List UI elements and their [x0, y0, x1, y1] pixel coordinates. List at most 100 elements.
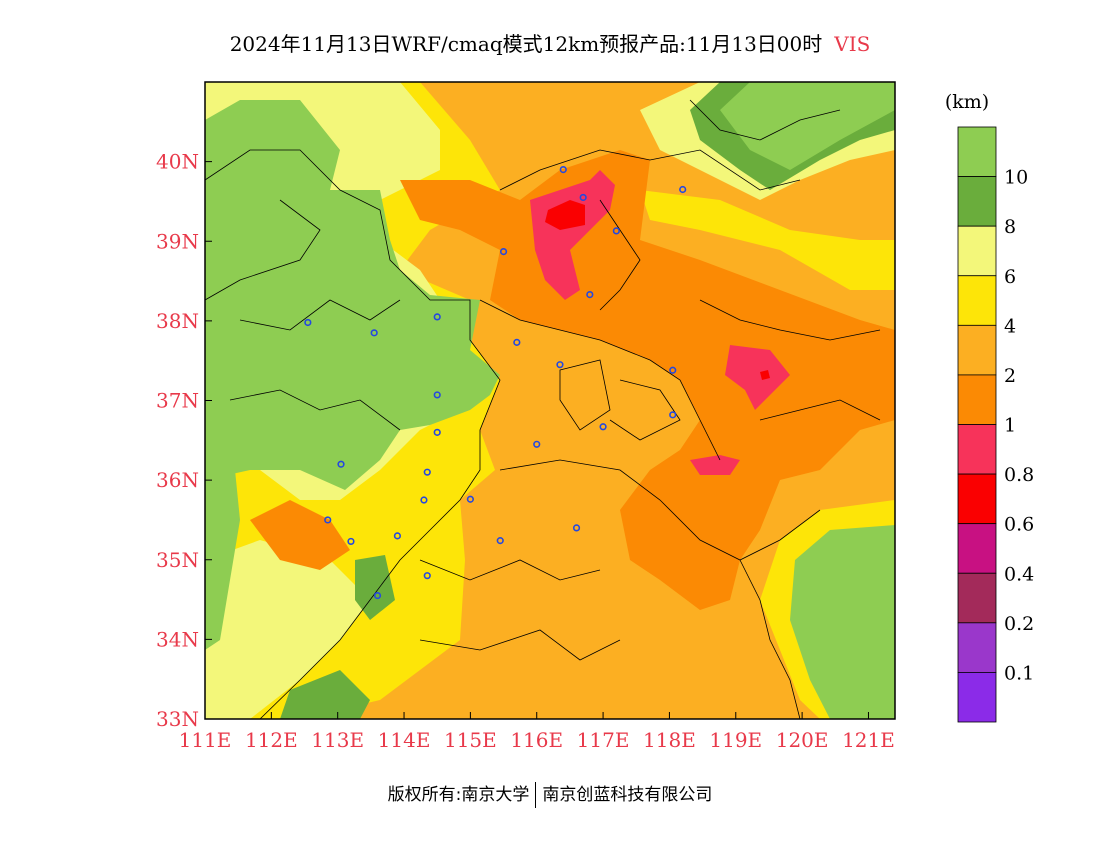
- legend-swatch: [957, 523, 997, 574]
- coastline-bohai: [699, 299, 881, 341]
- field-0.8-1km-north: [530, 170, 615, 300]
- field-8-10km-south: [280, 670, 370, 719]
- lon-tick-label: 115E: [444, 728, 497, 752]
- city-marker-icon: [599, 423, 607, 431]
- lat-tick-label: 40N: [156, 150, 199, 174]
- city-marker-icon: [337, 460, 345, 468]
- lon-tick-label: 120E: [776, 728, 829, 752]
- footer-divider: [535, 782, 537, 808]
- field-4-6km-coast: [640, 190, 895, 290]
- legend-swatch: [957, 176, 997, 227]
- color-legend: 10 8 6 4 2 1 0.8 0.6 0.4 0.2 0.1: [957, 126, 1034, 723]
- field-0.8-1km-east: [725, 345, 790, 410]
- city-marker-icon: [393, 532, 402, 540]
- visibility-field: [205, 82, 895, 719]
- city-marker-icon: [679, 185, 687, 194]
- lat-tick-label: 35N: [156, 548, 199, 572]
- lat-tick-label: 34N: [156, 627, 199, 651]
- coastline-east: [739, 559, 801, 719]
- county-boundary-3: [229, 389, 401, 431]
- legend-label: 2: [1004, 365, 1016, 387]
- field-0.6-0.8km-east-core: [760, 370, 770, 380]
- legend-label: 0.6: [1004, 514, 1034, 536]
- city-marker-icon: [347, 537, 355, 546]
- legend-swatch: [957, 126, 997, 177]
- legend-swatch: [957, 324, 997, 376]
- legend-swatch: [957, 275, 997, 326]
- county-boundary-7: [419, 629, 621, 661]
- city-marker-icon: [433, 313, 441, 321]
- lon-tick-label: 118E: [643, 728, 696, 752]
- lon-tick-label: 112E: [245, 728, 298, 752]
- legend-swatch: [957, 424, 997, 475]
- variable-label: VIS: [834, 32, 871, 56]
- county-boundary-1: [205, 199, 321, 301]
- province-boundary-west: [205, 149, 501, 719]
- province-boundary-south: [499, 459, 821, 561]
- county-boundary-8: [599, 199, 641, 311]
- legend-label: 6: [1004, 266, 1016, 288]
- legend-label: 4: [1004, 315, 1016, 337]
- lon-tick-label: 111E: [179, 728, 232, 752]
- city-markers: [304, 165, 687, 600]
- lon-tick-label: 113E: [311, 728, 364, 752]
- province-boundary-northeast: [689, 99, 841, 141]
- legend-swatch: [957, 672, 997, 723]
- lon-tick-label: 117E: [577, 728, 630, 752]
- city-marker-icon: [423, 572, 431, 580]
- lat-tick-label: 39N: [156, 229, 199, 253]
- copyright-footer: 版权所有:南京大学 南京创蓝科技有限公司: [0, 780, 1100, 808]
- province-boundary-central: [479, 299, 721, 461]
- field-0.8-1km-south: [690, 455, 740, 475]
- lon-tick-label: 114E: [378, 728, 431, 752]
- legend-label: 0.1: [1004, 662, 1034, 684]
- city-marker-icon: [572, 524, 581, 532]
- lon-tick-label: 121E: [842, 728, 895, 752]
- city-marker-icon: [513, 338, 521, 346]
- legend-label: 0.4: [1004, 563, 1034, 585]
- city-marker-icon: [559, 165, 567, 174]
- field-over-10km-northeast: [720, 82, 895, 170]
- city-marker-icon: [304, 318, 312, 327]
- field-1-2km-west: [250, 500, 350, 570]
- city-marker-icon: [499, 248, 508, 256]
- county-boundary-2: [239, 299, 401, 331]
- legend-swatch: [957, 225, 997, 277]
- legend-label: 1: [1004, 415, 1016, 437]
- county-boundary-5: [609, 379, 681, 441]
- lat-tick-label: 36N: [156, 468, 199, 492]
- city-marker-icon: [556, 361, 564, 369]
- copyright-company: 南京创蓝科技有限公司: [542, 785, 713, 805]
- legend-swatch: [957, 572, 997, 624]
- legend-swatch: [957, 622, 997, 673]
- field-over-10km-west: [205, 100, 500, 490]
- city-marker-icon: [423, 468, 431, 476]
- field-6-8km-southwest: [205, 540, 370, 719]
- legend-label: 8: [1004, 216, 1016, 238]
- lat-tick-label: 33N: [156, 707, 199, 731]
- map-title-text: 2024年11月13日WRF/cmaq模式12km预报产品:11月13日00时: [229, 32, 823, 56]
- county-boundary-6: [419, 559, 601, 581]
- legend-unit: (km): [945, 91, 989, 113]
- county-boundary-4: [559, 359, 611, 431]
- lon-tick-label: 116E: [510, 728, 563, 752]
- field-8-10km-patch: [355, 555, 395, 620]
- legend-label: 0.2: [1004, 613, 1034, 635]
- city-marker-icon: [466, 495, 474, 503]
- coastline-shandong: [759, 399, 881, 421]
- city-marker-icon: [324, 516, 332, 524]
- city-marker-icon: [370, 329, 378, 337]
- boundary-lines: [205, 99, 881, 719]
- field-0.6-0.8km-core: [545, 200, 585, 230]
- field-over-10km-southwest: [205, 470, 240, 650]
- map-title: 2024年11月13日WRF/cmaq模式12km预报产品:11月13日00时 V…: [0, 28, 1100, 57]
- city-marker-icon: [433, 428, 441, 436]
- legend-swatch: [957, 473, 997, 525]
- province-boundary-north: [499, 149, 801, 191]
- legend-label: 10: [1004, 167, 1028, 189]
- city-marker-icon: [496, 537, 504, 545]
- city-marker-icon: [433, 391, 441, 399]
- field-over-10km-southeast: [790, 525, 895, 719]
- city-marker-icon: [373, 591, 382, 600]
